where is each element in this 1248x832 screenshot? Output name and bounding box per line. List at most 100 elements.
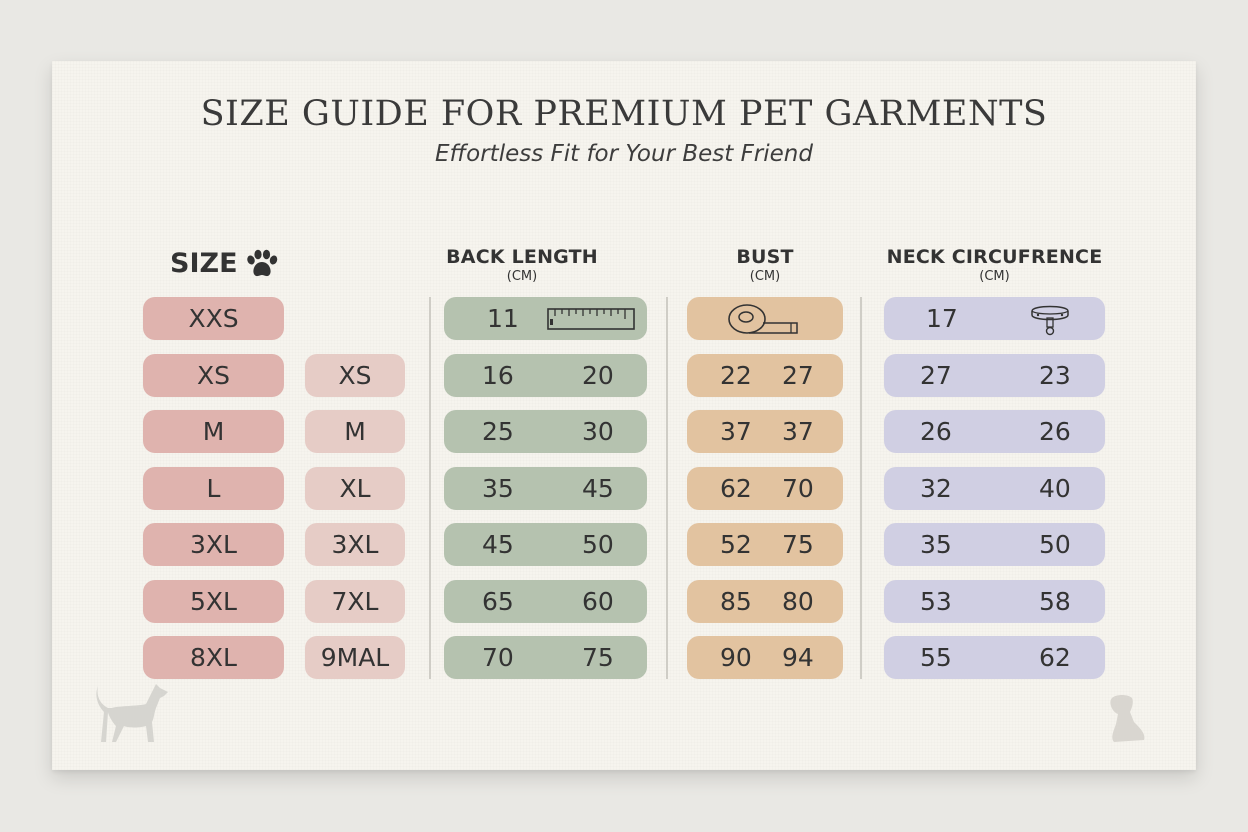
neck-max: 50: [1039, 530, 1071, 559]
neck-header: NECK CIRCUFRENCE (CM): [884, 246, 1105, 284]
size-alt-value: 7XL: [331, 587, 379, 616]
bust-cell: 22 27: [687, 354, 843, 397]
bust-label: BUST: [736, 246, 794, 268]
size-alt-cell: M: [305, 410, 405, 453]
size-alt-value: XS: [338, 361, 372, 390]
back-length-min: 70: [482, 643, 514, 672]
bust-cell: 90 94: [687, 636, 843, 679]
bust-cell: 85 80: [687, 580, 843, 623]
back-length-cell: 65 60: [444, 580, 647, 623]
size-value: XS: [197, 361, 230, 390]
dog-silhouette-icon: [96, 684, 168, 742]
back-length-max: 30: [582, 417, 614, 446]
bust-max: 94: [782, 643, 814, 672]
neck-value: 17: [926, 304, 958, 333]
back-length-min: 65: [482, 587, 514, 616]
neck-min: 26: [920, 417, 952, 446]
size-alt-value: M: [344, 417, 366, 446]
bust-cell: [687, 297, 843, 340]
bust-min: 85: [720, 587, 752, 616]
size-alt-cell: 9MAL: [305, 636, 405, 679]
neck-min: 35: [920, 530, 952, 559]
back-length-unit: (CM): [506, 269, 538, 284]
size-cell: XS: [143, 354, 284, 397]
bust-header: BUST (CM): [700, 246, 830, 284]
size-alt-cell: XS: [305, 354, 405, 397]
bust-min: 37: [720, 417, 752, 446]
size-alt-cell: 7XL: [305, 580, 405, 623]
back-length-cell: 35 45: [444, 467, 647, 510]
size-header-label: SIZE: [170, 248, 238, 279]
bust-cell: 62 70: [687, 467, 843, 510]
size-cell: 8XL: [143, 636, 284, 679]
ruler-icon: [547, 308, 635, 330]
size-alt-cell: XL: [305, 467, 405, 510]
back-length-cell: 16 20: [444, 354, 647, 397]
back-length-label: BACK LENGTH: [446, 246, 598, 268]
bust-max: 70: [782, 474, 814, 503]
neck-label: NECK CIRCUFRENCE: [886, 246, 1103, 268]
bust-cell: 52 75: [687, 523, 843, 566]
size-cell: XXS: [143, 297, 284, 340]
neck-cell: 17: [884, 297, 1105, 340]
neck-cell: 26 26: [884, 410, 1105, 453]
bust-min: 52: [720, 530, 752, 559]
back-length-max: 45: [582, 474, 614, 503]
bust-min: 62: [720, 474, 752, 503]
size-alt-value: 9MAL: [320, 643, 390, 672]
neck-max: 40: [1039, 474, 1071, 503]
back-length-min: 45: [482, 530, 514, 559]
back-length-max: 60: [582, 587, 614, 616]
neck-cell: 32 40: [884, 467, 1105, 510]
size-cell: 5XL: [143, 580, 284, 623]
back-length-value: 11: [487, 304, 519, 333]
column-divider: [860, 297, 862, 679]
size-cell: 3XL: [143, 523, 284, 566]
column-divider: [666, 297, 668, 679]
back-length-cell: 45 50: [444, 523, 647, 566]
size-alt-value: 3XL: [331, 530, 379, 559]
bust-unit: (CM): [749, 269, 781, 284]
tape-measure-icon: [728, 303, 798, 334]
size-value: 3XL: [190, 530, 237, 559]
neck-min: 55: [920, 643, 952, 672]
bust-max: 75: [782, 530, 814, 559]
bust-max: 37: [782, 417, 814, 446]
neck-max: 23: [1039, 361, 1071, 390]
size-column-header: SIZE: [170, 248, 280, 279]
back-length-header: BACK LENGTH (CM): [444, 246, 600, 284]
paw-icon: [246, 249, 277, 276]
bust-cell: 37 37: [687, 410, 843, 453]
neck-max: 26: [1039, 417, 1071, 446]
page-subtitle: Effortless Fit for Your Best Friend: [435, 141, 813, 167]
neck-min: 27: [920, 361, 952, 390]
collar-icon: [1031, 305, 1069, 336]
back-length-max: 20: [582, 361, 614, 390]
bust-min: 90: [720, 643, 752, 672]
back-length-max: 50: [582, 530, 614, 559]
column-divider: [429, 297, 431, 679]
size-value: M: [202, 417, 225, 446]
neck-max: 58: [1039, 587, 1071, 616]
bust-max: 80: [782, 587, 814, 616]
neck-unit: (CM): [979, 269, 1010, 284]
neck-max: 62: [1039, 643, 1071, 672]
size-value: 5XL: [190, 587, 237, 616]
size-value: 8XL: [190, 643, 237, 672]
back-length-cell: 70 75: [444, 636, 647, 679]
size-alt-cell: 3XL: [305, 523, 405, 566]
neck-min: 32: [920, 474, 952, 503]
neck-cell: 53 58: [884, 580, 1105, 623]
neck-cell: 35 50: [884, 523, 1105, 566]
neck-min: 53: [920, 587, 952, 616]
size-value: XXS: [188, 304, 239, 333]
back-length-min: 35: [482, 474, 514, 503]
back-length-cell: 25 30: [444, 410, 647, 453]
neck-cell: 27 23: [884, 354, 1105, 397]
page-title: SIZE GUIDE FOR PREMIUM PET GARMENTS: [200, 94, 1048, 134]
puppy-silhouette-icon: [1110, 695, 1145, 742]
back-length-cell: 11: [444, 297, 647, 340]
back-length-min: 25: [482, 417, 514, 446]
size-value: L: [206, 474, 221, 503]
neck-cell: 55 62: [884, 636, 1105, 679]
